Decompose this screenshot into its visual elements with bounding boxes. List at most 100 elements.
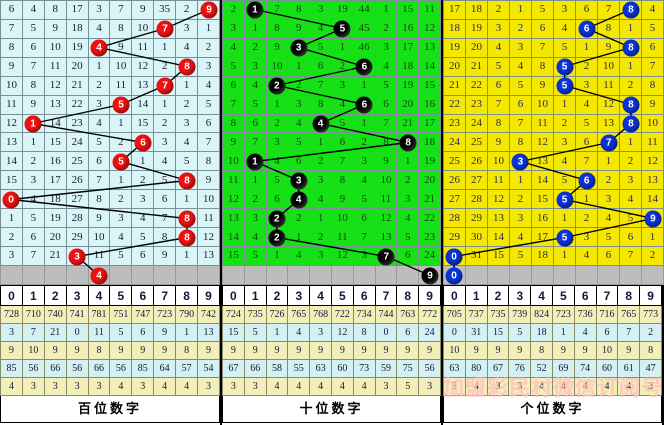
cell-r8-c1[interactable]: 26 [465, 151, 488, 172]
stats-total-row-c0[interactable]: 705 [443, 305, 466, 324]
cell-r0-c8[interactable]: 2 [175, 0, 199, 20]
cell-r10-c8[interactable]: 1 [175, 189, 199, 210]
stats-frequency-row-c0[interactable]: 3 [222, 377, 245, 396]
stats-total-row-c0[interactable]: 728 [0, 305, 23, 324]
stats-missing-row-c1[interactable]: 5 [243, 323, 267, 342]
cell-r12-c3[interactable]: 4 [509, 227, 532, 247]
stats-average-row-c3[interactable]: 56 [65, 359, 89, 378]
cell-r11-c6[interactable]: 6 [352, 208, 376, 229]
cell-r4-c6[interactable]: 1 [352, 75, 376, 96]
cell-r11-c2[interactable]: 19 [43, 208, 67, 229]
cell-r4-c2[interactable]: 6 [487, 75, 510, 96]
cell-r1-c4[interactable]: 4 [309, 18, 332, 39]
stats-average-row-c1[interactable]: 56 [21, 359, 45, 378]
stats-total-row-c9[interactable]: 773 [639, 305, 662, 324]
stats-maxmiss-row-c1[interactable]: 9 [243, 341, 267, 360]
draw-ball-hundreds-10[interactable]: 0 [2, 191, 20, 208]
stats-frequency-row-c6[interactable]: 4 [352, 377, 376, 396]
cell-r13-c5[interactable]: 1 [553, 245, 576, 266]
stats-average-row-c9[interactable]: 56 [418, 359, 441, 378]
cell-r5-c2[interactable]: 1 [265, 94, 289, 115]
draw-ball-hundreds-3[interactable]: 8 [178, 58, 196, 75]
cell-r13-c9[interactable]: 24 [418, 245, 441, 266]
stats-maxmiss-row-c1[interactable]: 9 [464, 341, 488, 360]
draw-ball-hundreds-12[interactable]: 8 [178, 229, 196, 246]
cell-r7-c0[interactable]: 24 [443, 132, 466, 153]
stats-maxmiss-row-c8[interactable]: 9 [617, 341, 641, 360]
cell-r8-c2[interactable]: 10 [487, 151, 510, 172]
stats-missing-row-c3[interactable]: 5 [508, 323, 532, 342]
stats-header-row-c8[interactable]: 8 [617, 285, 641, 306]
cell-r10-c7[interactable]: 11 [374, 189, 398, 210]
stats-frequency-row-c8[interactable]: 5 [396, 377, 420, 396]
cell-r7-c8[interactable]: 4 [175, 132, 199, 153]
cell-r8-c9[interactable]: 8 [197, 151, 220, 172]
cell-r1-c8[interactable]: 1 [619, 18, 642, 39]
stats-header-row-c4[interactable]: 4 [87, 285, 111, 306]
cell-r12-c4[interactable]: 2 [309, 227, 332, 247]
cell-r13-c7[interactable]: 6 [597, 245, 620, 266]
cell-r11-c9[interactable]: 11 [197, 208, 220, 229]
cell-r2-c5[interactable]: 9 [109, 37, 133, 58]
draw-ball-tens-2[interactable]: 3 [290, 39, 308, 56]
cell-r6-c1[interactable]: 24 [465, 113, 488, 134]
cell-r7-c3[interactable]: 5 [287, 132, 311, 153]
cell-r9-c1[interactable]: 3 [21, 170, 45, 191]
cell-r10-c9[interactable]: 10 [197, 189, 220, 210]
stats-frequency-row-c8[interactable]: 4 [617, 377, 641, 396]
stats-total-row-c6[interactable]: 734 [352, 305, 376, 324]
cell-r4-c3[interactable]: 2 [287, 75, 311, 96]
stats-total-row-c1[interactable]: 737 [464, 305, 488, 324]
cell-r7-c4[interactable]: 1 [309, 132, 332, 153]
cell-r11-c8[interactable]: 4 [396, 208, 420, 229]
cell-r3-c6[interactable]: 2 [575, 56, 598, 77]
cell-r0-c7[interactable]: 7 [597, 0, 620, 20]
cell-r5-c9[interactable]: 9 [641, 94, 664, 115]
draw-ball-hundreds-9[interactable]: 8 [178, 172, 196, 189]
stats-total-row-c2[interactable]: 726 [265, 305, 289, 324]
cell-r0-c3[interactable]: 17 [65, 0, 89, 20]
stats-missing-row-c6[interactable]: 8 [352, 323, 376, 342]
cell-r13-c2[interactable]: 21 [43, 245, 67, 266]
cell-r11-c5[interactable]: 1 [553, 208, 576, 229]
cell-r2-c8[interactable]: 4 [175, 37, 199, 58]
cell-r13-c4[interactable]: 18 [531, 245, 554, 266]
cell-r7-c9[interactable]: 11 [641, 132, 664, 153]
stats-average-row-c7[interactable]: 64 [153, 359, 177, 378]
cell-r7-c3[interactable]: 24 [65, 132, 89, 153]
cell-r0-c6[interactable]: 6 [575, 0, 598, 20]
draw-ball-units-9[interactable]: 6 [578, 172, 596, 189]
cell-r9-c5[interactable]: 8 [330, 170, 354, 191]
cell-r8-c7[interactable]: 9 [374, 151, 398, 172]
stats-header-row-c7[interactable]: 7 [374, 285, 398, 306]
stats-average-row-c5[interactable]: 56 [109, 359, 133, 378]
cell-r6-c3[interactable]: 23 [65, 113, 89, 134]
cell-r5-c7[interactable]: 1 [153, 94, 177, 115]
stats-maxmiss-row-c7[interactable]: 10 [595, 341, 619, 360]
cell-r10-c6[interactable]: 1 [575, 189, 598, 210]
cell-r1-c3[interactable]: 18 [65, 18, 89, 39]
cell-r4-c1[interactable]: 8 [21, 75, 45, 96]
stats-maxmiss-row-c0[interactable]: 9 [222, 341, 245, 360]
cell-r6-c7[interactable]: 13 [597, 113, 620, 134]
cell-r12-c4[interactable]: 17 [531, 227, 554, 247]
cell-r13-c1[interactable]: 31 [465, 245, 488, 266]
cell-r9-c6[interactable]: 2 [131, 170, 155, 191]
cell-r10-c5[interactable]: 9 [330, 189, 354, 210]
stats-maxmiss-row-c2[interactable]: 9 [265, 341, 289, 360]
cell-r9-c3[interactable]: 26 [65, 170, 89, 191]
cell-r6-c3[interactable]: 7 [509, 113, 532, 134]
stats-average-row-c4[interactable]: 66 [87, 359, 111, 378]
cell-r6-c2[interactable]: 2 [265, 113, 289, 134]
stats-total-row-c2[interactable]: 735 [486, 305, 510, 324]
cell-r7-c5[interactable]: 6 [330, 132, 354, 153]
cell-r0-c0[interactable]: 17 [443, 0, 466, 20]
cell-r2-c4[interactable]: 7 [531, 37, 554, 58]
cell-r8-c8[interactable]: 1 [396, 151, 420, 172]
cell-r11-c1[interactable]: 29 [465, 208, 488, 229]
stats-header-row-c3[interactable]: 3 [508, 285, 532, 306]
cell-r11-c5[interactable]: 10 [330, 208, 354, 229]
cell-r7-c6[interactable]: 2 [352, 132, 376, 153]
cell-r5-c8[interactable]: 2 [175, 94, 199, 115]
cell-r3-c8[interactable]: 1 [619, 56, 642, 77]
